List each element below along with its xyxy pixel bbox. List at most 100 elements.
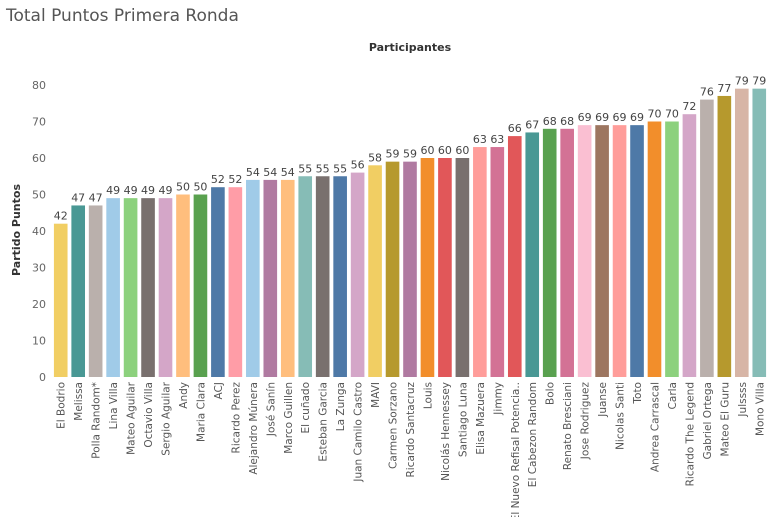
bar[interactable] xyxy=(263,179,278,377)
x-tick-label: Mateo Aguilar xyxy=(126,381,138,455)
x-tick-label: Lina Villa xyxy=(108,382,120,429)
bar-value-label: 77 xyxy=(717,82,731,95)
x-tick-label: Maria Clara xyxy=(195,382,207,442)
bar[interactable] xyxy=(403,161,417,377)
x-tick-label: Marco Guillen xyxy=(283,382,295,454)
bar[interactable] xyxy=(246,179,260,377)
bar-value-label: 42 xyxy=(54,210,68,223)
bar[interactable] xyxy=(525,132,540,377)
bar-value-label: 69 xyxy=(630,111,644,124)
bar[interactable] xyxy=(700,99,714,377)
bar[interactable] xyxy=(350,172,365,377)
bar[interactable] xyxy=(717,95,732,377)
x-tick-label: El Nuevo Refisal Potencia.. xyxy=(510,382,522,517)
x-tick-label: Juan Camilo Castro xyxy=(353,382,365,483)
bar-value-label: 69 xyxy=(595,111,609,124)
bar[interactable] xyxy=(298,176,313,377)
bar[interactable] xyxy=(228,187,243,377)
bar[interactable] xyxy=(176,194,190,378)
bar[interactable] xyxy=(612,125,627,378)
bar-value-label: 59 xyxy=(403,148,417,161)
bar[interactable] xyxy=(665,121,679,378)
bar[interactable] xyxy=(88,205,103,377)
x-tick-label: Jose Rodriguez xyxy=(580,382,592,461)
y-axis: 0 10 20 30 40 50 60 70 80 xyxy=(32,79,46,384)
bar-value-label: 60 xyxy=(438,144,452,157)
bar-value-label: 49 xyxy=(159,184,173,197)
bar-value-label: 55 xyxy=(298,162,312,175)
bar[interactable] xyxy=(542,128,557,377)
x-tick-label: Ricardo Perez xyxy=(230,382,242,454)
x-tick-label: Renato Bresciani xyxy=(562,382,574,470)
bar-value-label: 49 xyxy=(124,184,138,197)
bar[interactable] xyxy=(315,176,330,377)
bar[interactable] xyxy=(368,165,382,377)
x-tick-label: Ricardo Santacruz xyxy=(405,382,417,478)
bar-value-label: 69 xyxy=(578,111,592,124)
bar[interactable] xyxy=(473,147,487,377)
x-tick-label: Polla Random* xyxy=(91,382,103,459)
bar[interactable] xyxy=(158,198,173,377)
x-tick-label: La Zunga xyxy=(335,382,347,431)
bar[interactable] xyxy=(211,187,225,377)
bar[interactable] xyxy=(507,136,522,377)
chart-title: Total Puntos Primera Ronda xyxy=(6,6,239,26)
x-tick-label: Louis xyxy=(422,382,434,409)
bar-value-label: 52 xyxy=(228,173,242,186)
x-tick-label: Nicolas Santi xyxy=(615,382,627,450)
bar[interactable] xyxy=(455,158,470,377)
bar[interactable] xyxy=(123,198,138,377)
x-tick-label: Nicolás Hennessey xyxy=(440,382,452,481)
bar-value-label: 49 xyxy=(141,184,155,197)
bar[interactable] xyxy=(577,125,592,378)
x-tick-label: El Cabezon Random xyxy=(527,382,539,487)
bar-value-label: 49 xyxy=(106,184,120,197)
x-tick-label: Andrea Carrascal xyxy=(649,382,661,472)
bar-value-label: 79 xyxy=(752,75,766,88)
bar-value-label: 47 xyxy=(89,191,103,204)
bar-value-label: 55 xyxy=(333,162,347,175)
x-tick-label: Carla xyxy=(667,382,679,409)
bar-value-label: 79 xyxy=(735,75,749,88)
bar-value-label: 67 xyxy=(525,118,539,131)
y-tick-label: 30 xyxy=(32,262,46,275)
bar-value-label: 70 xyxy=(647,108,661,121)
bar-value-label: 54 xyxy=(281,166,295,179)
bar[interactable] xyxy=(280,179,295,377)
x-tick-label: Julssss xyxy=(737,382,749,418)
bar[interactable] xyxy=(734,88,749,378)
x-tick-label: Elisa Mazuera xyxy=(475,382,487,455)
bar[interactable] xyxy=(71,205,86,377)
bar-value-label: 66 xyxy=(508,122,522,135)
x-tick-label: Carmen Sorzano xyxy=(388,382,400,469)
x-tick-label: Mono Villa xyxy=(754,382,766,436)
x-tick-label: Esteban Garcia xyxy=(318,382,330,462)
bar-value-label: 52 xyxy=(211,173,225,186)
bar-value-label: 68 xyxy=(560,115,574,128)
x-tick-label: Toto xyxy=(632,382,644,405)
bar[interactable] xyxy=(385,161,400,377)
bar-value-label: 54 xyxy=(246,166,260,179)
y-tick-label: 0 xyxy=(39,371,46,384)
bar[interactable] xyxy=(630,125,644,378)
bar-value-label: 54 xyxy=(263,166,277,179)
bar[interactable] xyxy=(560,128,574,377)
bar[interactable] xyxy=(438,158,452,377)
bar[interactable] xyxy=(333,176,347,377)
x-tick-label: Melissa xyxy=(73,382,85,421)
bar[interactable] xyxy=(647,121,662,378)
bar[interactable] xyxy=(53,223,68,377)
bar-value-label: 63 xyxy=(490,133,504,146)
y-tick-label: 40 xyxy=(32,225,46,238)
bar[interactable] xyxy=(106,198,120,377)
bar[interactable] xyxy=(682,114,697,377)
bar[interactable] xyxy=(420,158,435,377)
x-tick-label: Ricardo The Legend xyxy=(684,382,696,486)
bar[interactable] xyxy=(193,194,208,378)
bar[interactable] xyxy=(595,125,609,378)
y-tick-label: 60 xyxy=(32,152,46,165)
bar[interactable] xyxy=(141,198,155,377)
bar[interactable] xyxy=(752,88,767,378)
bar[interactable] xyxy=(490,147,505,377)
